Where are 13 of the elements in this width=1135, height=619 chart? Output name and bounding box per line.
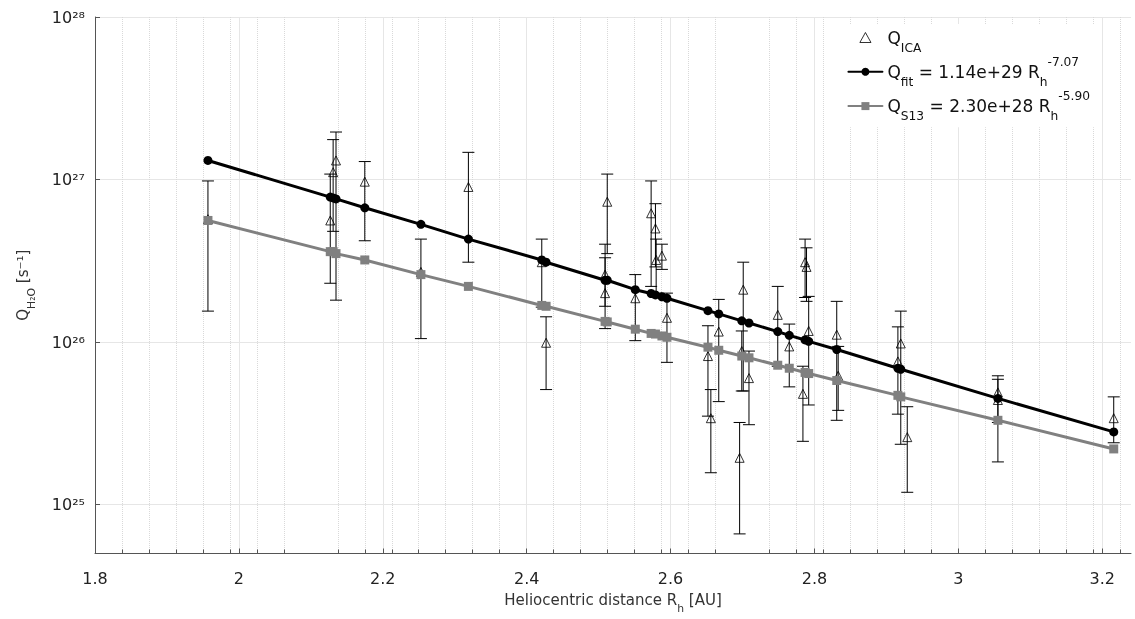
x-tick-label: 2.8 <box>801 569 828 589</box>
x-tick-label: 2.2 <box>370 569 396 589</box>
x-tick-label: 2.6 <box>657 569 684 589</box>
x-tick-label: 3.2 <box>1089 569 1115 589</box>
y-tick-label: 10²⁸ <box>51 7 85 27</box>
x-tick-label: 1.8 <box>82 569 108 589</box>
y-tick-label: 10²⁶ <box>51 332 85 352</box>
y-axis-title: QH₂O [s⁻¹] <box>13 249 38 321</box>
y-tick-label: 10²⁷ <box>51 170 85 190</box>
x-tick-label: 2 <box>233 569 244 589</box>
x-tick-label: 3 <box>953 569 964 589</box>
x-tick-label: 2.4 <box>513 569 540 589</box>
y-tick-label: 10²⁵ <box>51 495 85 515</box>
